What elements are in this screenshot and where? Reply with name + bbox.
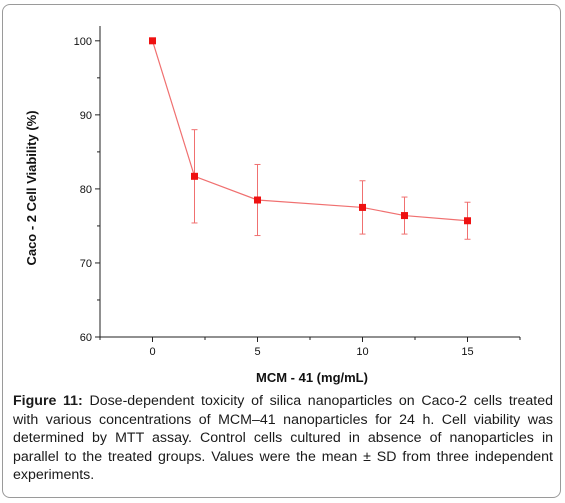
x-tick-label: 15 bbox=[461, 346, 473, 358]
data-point bbox=[401, 212, 408, 220]
y-axis-label: Caco - 2 Cell Viability (%) bbox=[24, 110, 39, 265]
y-tick-label: 70 bbox=[80, 258, 92, 270]
data-point bbox=[191, 172, 198, 180]
data-point bbox=[254, 196, 261, 204]
x-tick-label: 5 bbox=[254, 346, 260, 358]
y-tick-label: 90 bbox=[80, 110, 92, 122]
data-point bbox=[464, 217, 471, 225]
data-point bbox=[149, 37, 156, 45]
series-line bbox=[151, 40, 468, 222]
y-tick-label: 80 bbox=[80, 184, 92, 196]
x-tick-label: 10 bbox=[356, 346, 368, 358]
chart-marks bbox=[149, 37, 471, 240]
x-axis-label: MCM - 41 (mg/mL) bbox=[256, 370, 368, 385]
y-tick-label: 60 bbox=[80, 332, 92, 344]
chart-axes bbox=[99, 26, 520, 338]
data-point bbox=[359, 203, 366, 211]
x-tick-label: 0 bbox=[149, 346, 155, 358]
y-tick-label: 100 bbox=[74, 36, 92, 48]
caption-text: Dose-dependent toxicity of silica nanopa… bbox=[13, 393, 553, 484]
viability-chart: 0 5 10 15 60 70 80 90 100 MCM - 41 (mg/mL) Caco … bbox=[24, 26, 521, 385]
figure-caption: Figure 11: Dose-dependent toxicity of si… bbox=[13, 392, 553, 485]
caption-lead: Figure 11: bbox=[13, 393, 83, 409]
chart-ticks: 0 5 10 15 60 70 80 90 100 bbox=[74, 36, 521, 358]
figure-frame bbox=[2, 4, 561, 498]
